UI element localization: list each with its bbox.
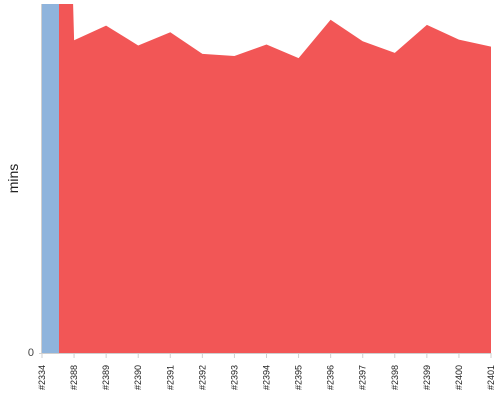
x-tick-label: #2401 <box>486 365 496 390</box>
x-axis-ticks: #2334 #2388 #2389 #2390 #2391 #2392 #2393 #2394… <box>37 353 496 390</box>
x-tick-label: #2396 <box>326 365 336 390</box>
x-tick-label: #2398 <box>390 365 400 390</box>
y-axis-ticks: 0 <box>28 347 34 359</box>
x-tick-label: #2393 <box>229 365 239 390</box>
y-axis-label: mins <box>5 164 21 194</box>
x-tick-label: #2391 <box>165 365 175 390</box>
area-series-1 <box>59 4 491 353</box>
y-tick-label: 0 <box>28 347 34 359</box>
area-series-0-strip <box>42 4 59 353</box>
x-tick-label: #2399 <box>422 365 432 390</box>
x-tick-label: #2390 <box>133 365 143 390</box>
x-tick-label: #2400 <box>454 365 464 390</box>
x-tick-label: #2389 <box>101 365 111 390</box>
x-tick-label: #2397 <box>358 365 368 390</box>
x-tick-label: #2392 <box>197 365 207 390</box>
x-tick-label: #2388 <box>69 365 79 390</box>
x-tick-label: #2334 <box>37 365 47 390</box>
x-tick-label: #2395 <box>294 365 304 390</box>
plot-area <box>42 4 491 353</box>
x-tick-label: #2394 <box>262 365 272 390</box>
